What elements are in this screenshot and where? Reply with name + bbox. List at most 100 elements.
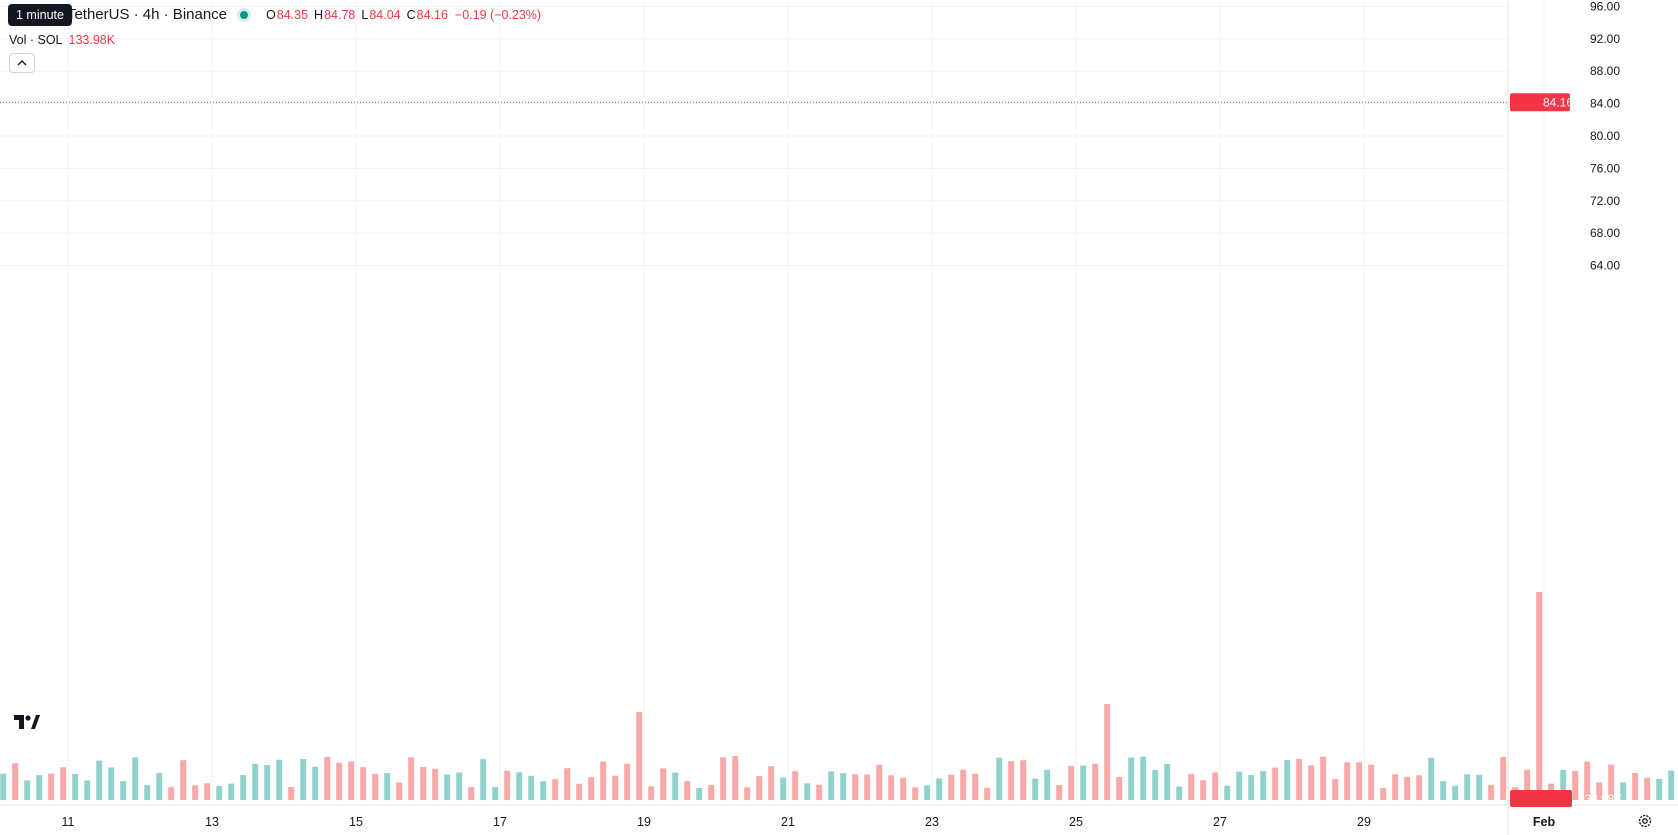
volume-bar bbox=[540, 781, 547, 800]
volume-bar bbox=[1008, 761, 1015, 800]
volume-bar bbox=[1092, 763, 1099, 800]
volume-bar bbox=[1404, 776, 1411, 800]
y-tick-label: 64.00 bbox=[1590, 259, 1620, 273]
volume-bar bbox=[1416, 775, 1423, 800]
x-tick-label: 21 bbox=[781, 815, 795, 829]
volume-bar bbox=[468, 787, 475, 800]
volume-bar bbox=[1524, 769, 1531, 800]
volume-bar bbox=[1296, 758, 1303, 800]
high-value: 84.78 bbox=[324, 7, 356, 22]
volume-bar bbox=[840, 773, 847, 800]
x-tick-label: 15 bbox=[349, 815, 363, 829]
volume-bar bbox=[1308, 765, 1315, 800]
volume-bar bbox=[564, 768, 571, 800]
volume-bar bbox=[648, 786, 655, 800]
volume-bar bbox=[96, 760, 103, 800]
volume-bar bbox=[828, 771, 835, 800]
volume-bar bbox=[24, 780, 31, 800]
candles bbox=[0, 0, 1678, 157]
volume-bar bbox=[1128, 757, 1135, 800]
volume-bar bbox=[972, 773, 979, 800]
volume-bar bbox=[108, 767, 115, 800]
y-tick-label: 72.00 bbox=[1590, 194, 1620, 208]
x-tick-label: Feb bbox=[1533, 815, 1556, 829]
volume-bar bbox=[1620, 782, 1627, 800]
volume-bar bbox=[1428, 757, 1435, 800]
volume-bar bbox=[204, 783, 211, 800]
volume-bar bbox=[1584, 761, 1591, 800]
volume-bar bbox=[1116, 777, 1123, 800]
volume-bar bbox=[336, 762, 343, 800]
volume-bar bbox=[924, 785, 931, 800]
collapse-legend-button[interactable] bbox=[9, 53, 35, 73]
volume-bar bbox=[1392, 774, 1399, 800]
gear-icon[interactable] bbox=[1637, 813, 1653, 833]
volume-legend[interactable]: Vol · SOL 133.98K bbox=[9, 33, 115, 47]
volume-bar bbox=[312, 766, 319, 800]
x-tick-label: 19 bbox=[637, 815, 651, 829]
x-tick-label: 23 bbox=[925, 815, 939, 829]
volume-bar bbox=[1176, 786, 1183, 800]
volume-bar bbox=[1668, 770, 1675, 800]
y-tick-label: 76.00 bbox=[1590, 161, 1620, 175]
volume-bar bbox=[768, 766, 775, 800]
y-tick-label: 96.00 bbox=[1590, 0, 1620, 13]
volume-bar bbox=[1596, 782, 1603, 800]
volume-legend-label: Vol · SOL bbox=[9, 33, 63, 47]
x-tick-label: 27 bbox=[1213, 815, 1227, 829]
volume-bar bbox=[1212, 772, 1219, 800]
volume-bar bbox=[756, 776, 763, 800]
volume-bar bbox=[144, 785, 151, 800]
y-tick-label: 80.00 bbox=[1590, 129, 1620, 143]
volume-badge bbox=[1510, 790, 1572, 807]
volume-bar bbox=[252, 763, 259, 800]
volume-bar bbox=[600, 761, 607, 800]
volume-bar bbox=[576, 783, 583, 800]
close-value: 84.16 bbox=[416, 7, 448, 22]
volume-bar bbox=[1380, 787, 1387, 800]
volume-bar bbox=[1104, 704, 1111, 800]
volume-bar bbox=[480, 759, 487, 800]
volume-bar bbox=[1500, 757, 1507, 800]
volume-bar bbox=[720, 757, 727, 800]
volume-bar bbox=[864, 774, 871, 800]
x-tick-label: 25 bbox=[1069, 815, 1083, 829]
volume-bar bbox=[1080, 765, 1087, 800]
volume-bar bbox=[1152, 770, 1159, 800]
volume-bar bbox=[396, 782, 403, 800]
volume-bar bbox=[732, 756, 739, 800]
volume-bar bbox=[288, 787, 295, 800]
volume-bar bbox=[1020, 760, 1027, 800]
volume-bar bbox=[1344, 762, 1351, 800]
volume-bar bbox=[1056, 785, 1063, 800]
volume-bar bbox=[432, 768, 439, 800]
volume-legend-value: 133.98K bbox=[68, 33, 116, 47]
volume-bar bbox=[324, 757, 331, 800]
volume-bar bbox=[948, 774, 955, 800]
volume-bar bbox=[168, 787, 175, 800]
volume-bar bbox=[912, 787, 919, 800]
volume-bar bbox=[240, 775, 247, 800]
volume-bar bbox=[36, 775, 43, 800]
volume-bar bbox=[588, 777, 595, 800]
volume-bar bbox=[1464, 774, 1471, 800]
volume-bar bbox=[1656, 779, 1663, 800]
x-tick-label: 11 bbox=[62, 815, 75, 829]
last-price-label: 84.16 bbox=[1543, 95, 1573, 109]
change-value: −0.19 (−0.23%) bbox=[454, 7, 542, 22]
volume-bar bbox=[1440, 781, 1447, 800]
volume-bar bbox=[744, 787, 751, 800]
last-price-badge bbox=[1510, 93, 1570, 112]
volume-bar bbox=[120, 781, 127, 800]
tradingview-logo-icon[interactable] bbox=[14, 712, 40, 735]
volume-bar bbox=[1608, 764, 1615, 800]
volume-bar bbox=[1044, 769, 1051, 800]
chevron-up-icon bbox=[17, 60, 27, 66]
volume-bar bbox=[408, 757, 415, 800]
volume-bar bbox=[1140, 756, 1147, 800]
volume-bar bbox=[444, 774, 451, 800]
volume-bar bbox=[1272, 767, 1279, 800]
y-tick-label: 68.00 bbox=[1590, 226, 1620, 240]
